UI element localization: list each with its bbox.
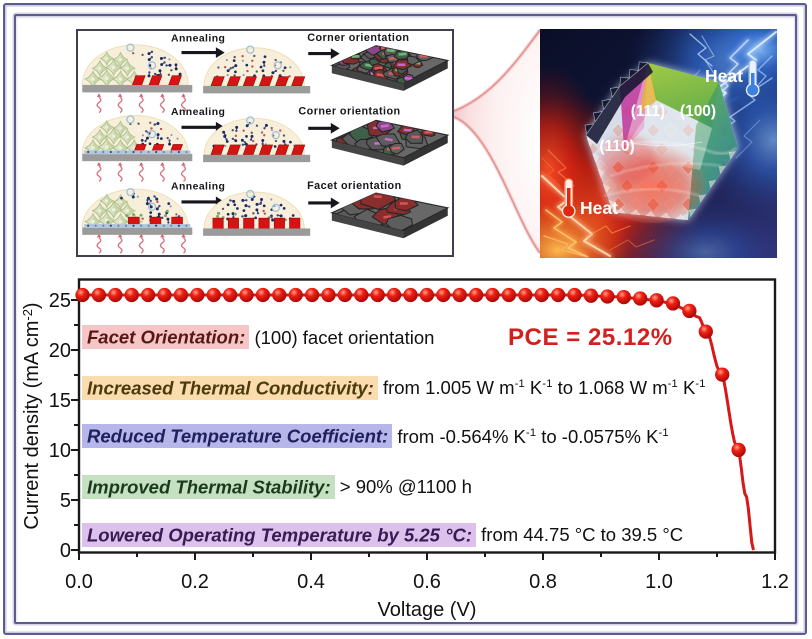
svg-text:1.0: 1.0 xyxy=(645,571,673,593)
svg-text:1.2: 1.2 xyxy=(761,571,789,593)
svg-text:Annealing: Annealing xyxy=(171,33,225,44)
svg-text:0.0: 0.0 xyxy=(65,571,93,593)
svg-text:0.6: 0.6 xyxy=(413,571,441,593)
svg-text:25: 25 xyxy=(49,290,71,312)
svg-text:Voltage (V): Voltage (V) xyxy=(378,599,477,621)
svg-text:20: 20 xyxy=(49,340,71,362)
svg-text:Corner orientation: Corner orientation xyxy=(307,32,409,44)
svg-text:Annealing: Annealing xyxy=(171,182,225,193)
svg-text:Heat: Heat xyxy=(580,198,618,218)
svg-text:(110): (110) xyxy=(599,138,634,155)
svg-text:0: 0 xyxy=(60,540,71,562)
svg-text:0.4: 0.4 xyxy=(297,571,325,593)
svg-text:Heat: Heat xyxy=(705,66,743,86)
svg-text:0.8: 0.8 xyxy=(529,571,557,593)
svg-text:0.2: 0.2 xyxy=(181,571,209,593)
svg-text:15: 15 xyxy=(49,390,71,412)
svg-text:(100): (100) xyxy=(680,103,716,120)
svg-text:(111): (111) xyxy=(631,103,665,120)
svg-text:Current density (mA cm-2): Current density (mA cm-2) xyxy=(20,302,43,529)
svg-text:Annealing: Annealing xyxy=(171,107,225,118)
svg-text:5: 5 xyxy=(60,490,71,512)
svg-text:Corner orientation: Corner orientation xyxy=(298,106,400,118)
svg-text:Facet orientation: Facet orientation xyxy=(307,180,402,192)
svg-text:10: 10 xyxy=(49,440,71,462)
